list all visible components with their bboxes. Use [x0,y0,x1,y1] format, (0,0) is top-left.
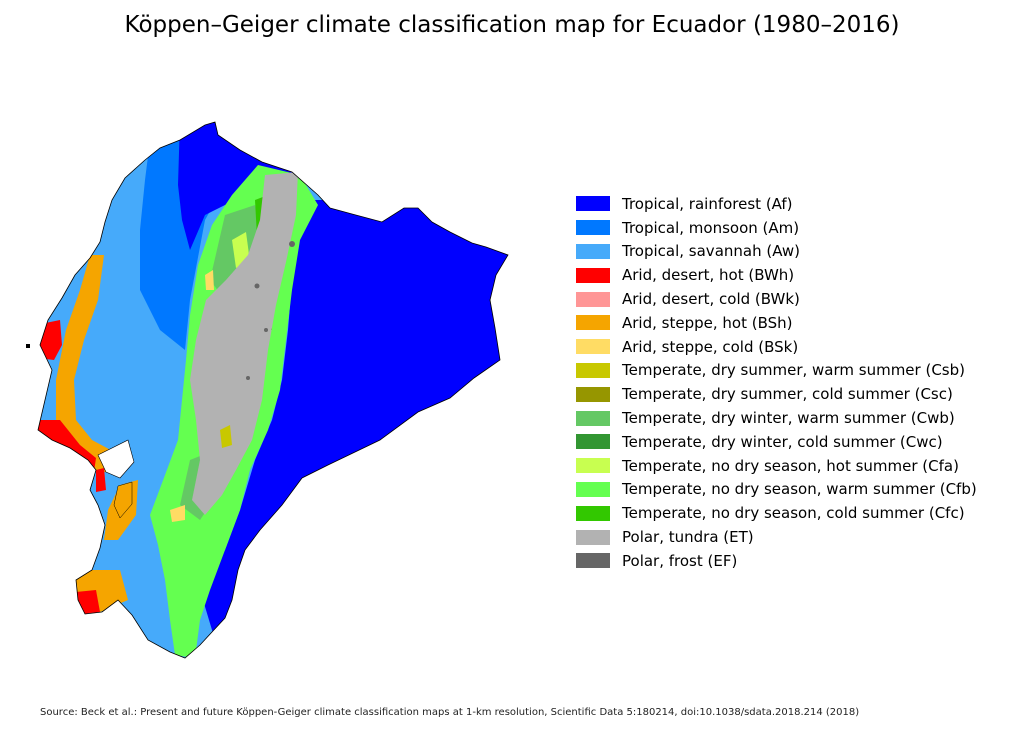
legend-label: Temperate, no dry season, warm summer (C… [622,480,977,499]
legend-label: Tropical, rainforest (Af) [622,194,793,213]
legend-swatch [576,458,610,474]
zone-ef-c [264,328,268,332]
legend-item: Arid, desert, cold (BWk) [576,287,1016,311]
legend-item: Arid, steppe, hot (BSh) [576,311,1016,335]
zone-am [140,140,250,350]
legend-item: Temperate, dry summer, cold summer (Csc) [576,382,1016,406]
legend-label: Temperate, dry winter, cold summer (Cwc) [622,432,943,451]
legend-swatch [576,220,610,236]
source-citation: Source: Beck et al.: Present and future … [40,707,860,718]
puna-island [113,481,133,519]
legend-swatch [576,196,610,212]
legend-item: Polar, tundra (ET) [576,525,1016,549]
legend-item: Arid, steppe, cold (BSk) [576,335,1016,359]
legend-label: Polar, frost (EF) [622,551,738,570]
zone-csb [220,425,232,448]
legend-item: Tropical, rainforest (Af) [576,192,1016,216]
zone-bsh-loja [72,570,128,612]
legend-label: Temperate, no dry season, hot summer (Cf… [622,456,959,475]
legend-item: Temperate, dry winter, warm summer (Cwb) [576,406,1016,430]
legend: Tropical, rainforest (Af) Tropical, monso… [576,192,1016,573]
zone-af-east [200,200,508,640]
legend-swatch [576,505,610,521]
legend-item: Temperate, no dry season, warm summer (C… [576,478,1016,502]
legend-label: Temperate, dry summer, cold summer (Csc) [622,385,953,404]
zone-bsk-b [205,270,214,290]
legend-swatch [576,386,610,402]
legend-item: Tropical, savannah (Aw) [576,240,1016,264]
legend-item: Polar, frost (EF) [576,549,1016,573]
legend-label: Temperate, no dry season, cold summer (C… [622,504,965,523]
legend-label: Tropical, monsoon (Am) [622,218,800,237]
legend-label: Temperate, dry summer, warm summer (Csb) [622,361,965,380]
legend-label: Arid, steppe, hot (BSh) [622,313,793,332]
legend-item: Tropical, monsoon (Am) [576,216,1016,240]
legend-swatch [576,291,610,307]
legend-swatch [576,315,610,331]
legend-swatch [576,529,610,545]
legend-swatch [576,481,610,497]
legend-label: Polar, tundra (ET) [622,528,754,547]
zone-ef-b [254,283,260,289]
legend-label: Arid, desert, cold (BWk) [622,290,800,309]
zone-et [190,172,298,515]
zone-bwh-south [76,590,100,614]
legend-label: Temperate, dry winter, warm summer (Cwb) [622,409,955,428]
zone-bwh-puna [96,468,106,492]
legend-label: Tropical, savannah (Aw) [622,242,800,261]
legend-item: Arid, desert, hot (BWh) [576,263,1016,287]
legend-label: Arid, desert, hot (BWh) [622,266,795,285]
ecuador-climate-map [26,121,509,659]
zone-ef-a [289,241,295,247]
legend-swatch [576,553,610,569]
zone-bsk-a [170,505,185,522]
legend-item: Temperate, no dry season, cold summer (C… [576,501,1016,525]
legend-swatch [576,339,610,355]
country-outline [37,121,509,659]
map-title: Köppen–Geiger climate classification map… [124,12,900,38]
legend-swatch [576,410,610,426]
zone-bsh-coast [56,255,120,475]
legend-swatch [576,434,610,450]
legend-label: Arid, steppe, cold (BSk) [622,337,799,356]
legend-item: Temperate, dry winter, cold summer (Cwc) [576,430,1016,454]
legend-item: Temperate, dry summer, warm summer (Csb) [576,359,1016,383]
gulf-inlet [97,439,135,479]
small-island [26,344,30,348]
legend-item: Temperate, no dry season, hot summer (Cf… [576,454,1016,478]
legend-swatch [576,243,610,259]
zone-ef-d [246,376,250,380]
legend-swatch [576,362,610,378]
legend-swatch [576,267,610,283]
